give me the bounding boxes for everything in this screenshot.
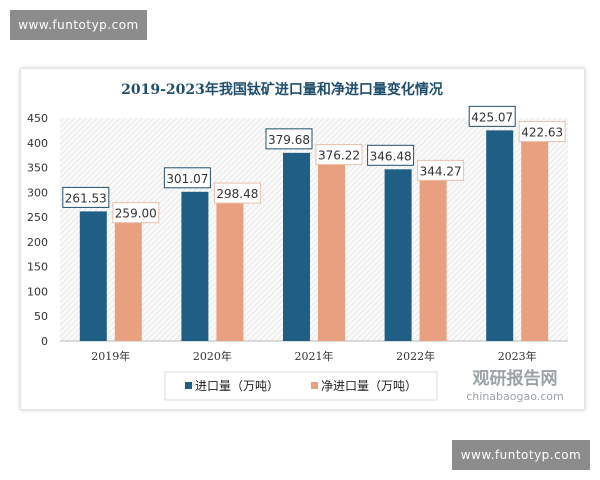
data-label: 346.48	[370, 149, 412, 163]
data-label-box	[518, 121, 566, 143]
plot-area	[60, 118, 568, 341]
legend-box	[164, 371, 438, 401]
y-tick-label: 300	[27, 186, 48, 199]
y-tick-label: 50	[34, 310, 48, 323]
y-tick-label: 0	[41, 335, 48, 348]
y-tick-label: 100	[27, 285, 48, 298]
data-label: 422.63	[521, 126, 563, 140]
y-tick-label: 450	[27, 112, 48, 125]
watermark: www.funtotyp.com	[452, 440, 590, 470]
logo-watermark: 观研报告网	[472, 368, 558, 389]
data-label: 298.48	[216, 187, 258, 201]
data-label-box	[315, 144, 363, 166]
y-tick-label: 200	[27, 236, 48, 249]
y-tick-label: 400	[27, 137, 48, 150]
x-tick-label: 2019年	[91, 349, 130, 363]
bar-net-import	[419, 170, 447, 341]
watermark: www.funtotyp.com	[10, 10, 147, 40]
bar-import	[486, 130, 514, 341]
bar-import	[384, 169, 412, 341]
data-label: 379.68	[268, 133, 310, 147]
x-tick-label: 2023年	[498, 349, 537, 363]
bar-import	[79, 211, 107, 341]
bar-net-import	[114, 212, 142, 341]
chart-title: 2019-2023年我国钛矿进口量和净进口量变化情况	[121, 81, 443, 98]
data-label: 425.07	[471, 110, 513, 124]
data-label-box	[213, 182, 261, 204]
y-tick-label: 150	[27, 261, 48, 274]
bar-net-import	[216, 193, 244, 341]
data-label-box	[417, 159, 465, 181]
data-label-box	[468, 105, 516, 127]
legend-label: 进口量（万吨）	[195, 379, 279, 393]
data-label-box	[367, 144, 415, 166]
y-tick-label: 250	[27, 211, 48, 224]
bar-import	[181, 191, 209, 341]
y-tick-label: 350	[27, 162, 48, 175]
legend-swatch	[185, 382, 192, 389]
bar-net-import	[521, 131, 549, 341]
data-label: 376.22	[318, 149, 360, 163]
legend-swatch	[311, 382, 318, 389]
logo-url: chinabaogao.com	[466, 390, 564, 403]
x-tick-label: 2022年	[396, 349, 435, 363]
data-label: 344.27	[420, 164, 462, 178]
data-label-box	[265, 128, 313, 150]
data-label-box	[112, 202, 160, 224]
bar-import	[283, 152, 310, 341]
legend-label: 净进口量（万吨）	[321, 379, 417, 393]
data-label: 301.07	[166, 172, 208, 186]
data-label: 259.00	[115, 207, 157, 221]
data-label-box	[62, 186, 110, 208]
data-label-box	[163, 167, 211, 189]
bar-net-import	[318, 154, 345, 341]
x-tick-label: 2021年	[295, 349, 334, 363]
data-label: 261.53	[65, 191, 107, 205]
x-tick-label: 2020年	[193, 349, 232, 363]
